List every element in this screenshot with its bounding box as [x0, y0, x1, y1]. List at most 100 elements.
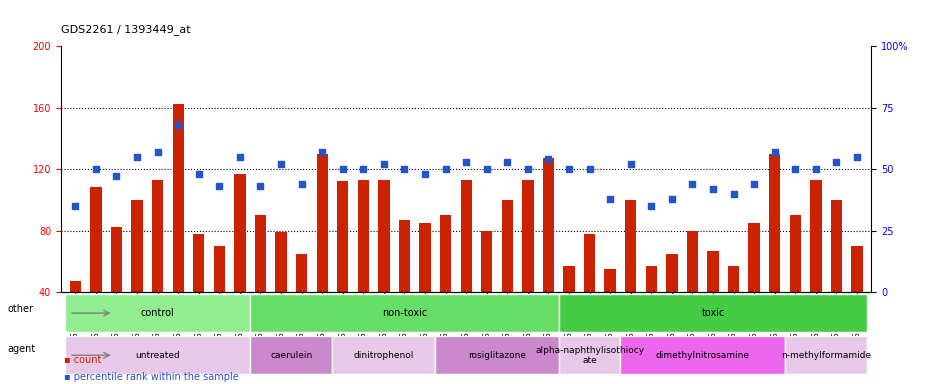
Bar: [624, 200, 636, 354]
Bar: [810, 180, 821, 354]
Text: ▪ count: ▪ count: [64, 355, 101, 365]
Bar: [727, 266, 739, 354]
FancyBboxPatch shape: [250, 336, 332, 374]
Bar: [399, 220, 410, 354]
Text: toxic: toxic: [700, 308, 724, 318]
Bar: [789, 215, 800, 354]
Text: agent: agent: [7, 344, 36, 354]
Point: [417, 171, 432, 177]
Point: [109, 173, 124, 179]
Point: [253, 183, 268, 189]
FancyBboxPatch shape: [65, 294, 250, 332]
Bar: [69, 281, 80, 354]
Point: [356, 166, 371, 172]
Point: [746, 181, 761, 187]
Point: [170, 122, 185, 128]
Point: [725, 190, 740, 197]
Bar: [110, 227, 122, 354]
Point: [67, 203, 82, 209]
Bar: [830, 200, 841, 354]
Point: [643, 203, 658, 209]
Bar: [563, 266, 574, 354]
Bar: [358, 180, 369, 354]
Point: [314, 149, 329, 155]
Bar: [583, 233, 594, 354]
Point: [849, 154, 864, 160]
Bar: [665, 253, 677, 354]
Point: [88, 166, 103, 172]
Point: [273, 161, 288, 167]
Bar: [152, 180, 163, 354]
Bar: [851, 246, 862, 354]
Text: n-methylformamide: n-methylformamide: [781, 351, 870, 360]
Bar: [90, 187, 101, 354]
Point: [828, 159, 843, 165]
Bar: [131, 200, 142, 354]
Point: [150, 149, 165, 155]
Point: [397, 166, 412, 172]
Point: [540, 156, 555, 162]
Point: [294, 181, 309, 187]
Point: [499, 159, 514, 165]
Bar: [213, 246, 225, 354]
Point: [129, 154, 144, 160]
Point: [705, 185, 720, 192]
Text: caerulein: caerulein: [270, 351, 312, 360]
Text: rosiglitazone: rosiglitazone: [467, 351, 525, 360]
Point: [767, 149, 782, 155]
Point: [438, 166, 453, 172]
Point: [808, 166, 823, 172]
Point: [602, 195, 617, 202]
Text: untreated: untreated: [135, 351, 180, 360]
Bar: [255, 215, 266, 354]
Bar: [172, 104, 183, 354]
Text: dinitrophenol: dinitrophenol: [353, 351, 414, 360]
Text: control: control: [140, 308, 174, 318]
Bar: [686, 230, 697, 354]
Point: [232, 154, 247, 160]
Point: [376, 161, 391, 167]
Bar: [460, 180, 472, 354]
FancyBboxPatch shape: [65, 336, 250, 374]
Bar: [501, 200, 512, 354]
Text: other: other: [7, 304, 34, 314]
Bar: [378, 180, 389, 354]
Point: [212, 183, 227, 189]
Bar: [748, 223, 759, 354]
Point: [478, 166, 493, 172]
Point: [519, 166, 534, 172]
Bar: [604, 269, 615, 354]
Bar: [193, 233, 204, 354]
Point: [561, 166, 576, 172]
Bar: [296, 253, 307, 354]
FancyBboxPatch shape: [332, 336, 435, 374]
FancyBboxPatch shape: [558, 336, 620, 374]
FancyBboxPatch shape: [784, 336, 867, 374]
Text: non-toxic: non-toxic: [381, 308, 427, 318]
Bar: [337, 181, 348, 354]
Bar: [645, 266, 656, 354]
Text: ▪ percentile rank within the sample: ▪ percentile rank within the sample: [64, 372, 238, 382]
Point: [581, 166, 596, 172]
Bar: [707, 250, 718, 354]
Point: [684, 181, 699, 187]
Bar: [234, 174, 245, 354]
FancyBboxPatch shape: [435, 336, 558, 374]
FancyBboxPatch shape: [620, 336, 784, 374]
FancyBboxPatch shape: [558, 294, 867, 332]
Bar: [480, 230, 491, 354]
Bar: [440, 215, 451, 354]
Point: [787, 166, 802, 172]
FancyBboxPatch shape: [250, 294, 558, 332]
Bar: [768, 154, 780, 354]
Text: GDS2261 / 1393449_at: GDS2261 / 1393449_at: [61, 24, 190, 35]
Point: [622, 161, 637, 167]
Point: [191, 171, 206, 177]
Bar: [419, 223, 431, 354]
Bar: [275, 232, 286, 354]
Bar: [316, 154, 328, 354]
Bar: [521, 180, 533, 354]
Text: alpha-naphthylisothiocy
ate: alpha-naphthylisothiocy ate: [534, 346, 643, 365]
Text: dimethylnitrosamine: dimethylnitrosamine: [655, 351, 749, 360]
Point: [458, 159, 473, 165]
